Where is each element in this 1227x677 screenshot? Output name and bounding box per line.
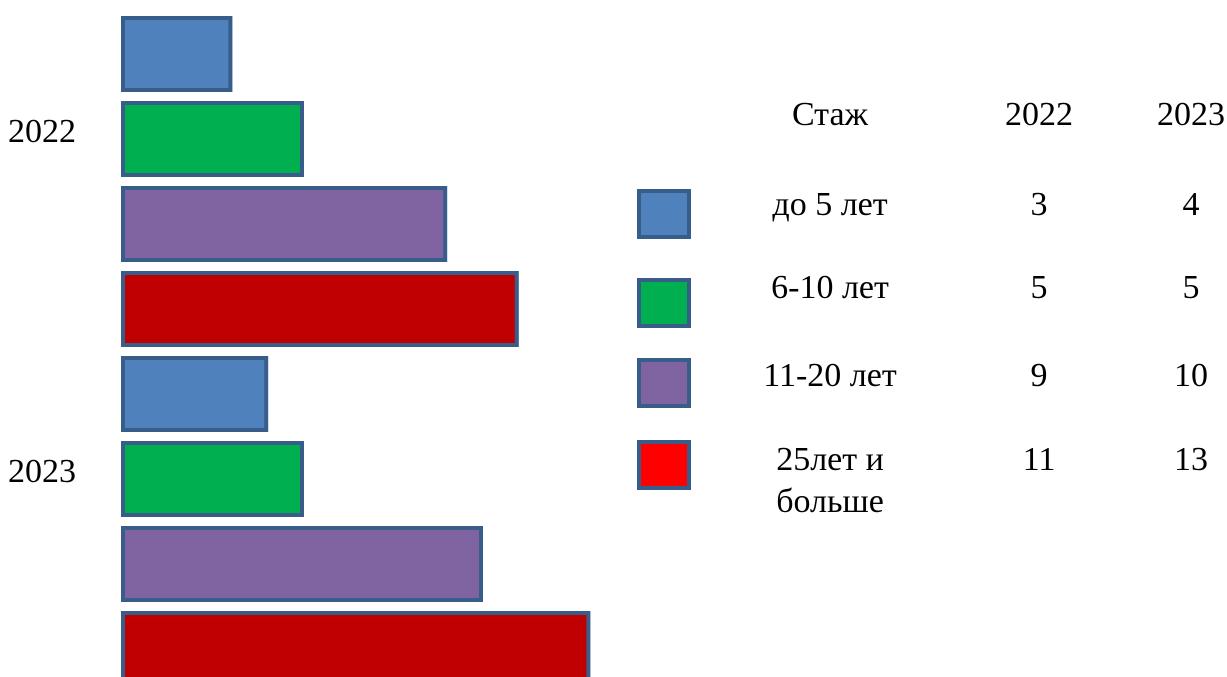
group-labels: 2022 2023	[8, 113, 76, 490]
table-cell-2023-4: 13	[1174, 441, 1208, 478]
legend-swatch-2	[637, 278, 691, 328]
table-cell-2022-2: 5	[1031, 269, 1048, 306]
legend-swatch-3	[637, 358, 691, 408]
bar-2023-2	[121, 441, 304, 517]
bar-2023-4	[121, 611, 591, 677]
group-label-2023: 2023	[8, 453, 76, 490]
bar-2022-3	[121, 186, 448, 262]
bars-area	[121, 16, 591, 677]
table-row-label-3-line-1: 11-20 лет	[763, 357, 897, 394]
bar-2023-3	[121, 526, 483, 602]
table-row-label-1-line-1: до 5 лет	[772, 186, 887, 223]
bar-2022-4	[121, 271, 519, 347]
group-label-2022: 2022	[8, 113, 76, 150]
table-row-label-4-line-1: 25лет и	[776, 441, 884, 478]
table-cell-2022-3: 9	[1031, 357, 1048, 394]
table-cell-2023-2: 5	[1183, 269, 1200, 306]
table-cell-2022-1: 3	[1031, 186, 1048, 223]
table-cell-2022-4: 11	[1023, 441, 1056, 478]
table-header-2: 2022	[1005, 96, 1073, 133]
table-row-label-2-line-1: 6-10 лет	[771, 269, 889, 306]
table-header-1: Стаж	[792, 96, 869, 133]
bar-2022-1	[121, 16, 233, 92]
legend-swatch-1	[637, 189, 691, 239]
data-table: Стаж 2022 2023 до 5 лет 3 4 6-10 лет 5 5 11-20 ле…	[763, 96, 1225, 520]
table-row-label-4-line-2: больше	[776, 483, 884, 520]
bar-2023-1	[121, 356, 269, 432]
table-header-3: 2023	[1157, 96, 1225, 133]
table-cell-2023-1: 4	[1183, 186, 1200, 223]
table-cell-2023-3: 10	[1174, 357, 1208, 394]
bar-2022-2	[121, 101, 304, 177]
legend	[637, 189, 691, 490]
legend-swatch-4	[637, 440, 691, 490]
